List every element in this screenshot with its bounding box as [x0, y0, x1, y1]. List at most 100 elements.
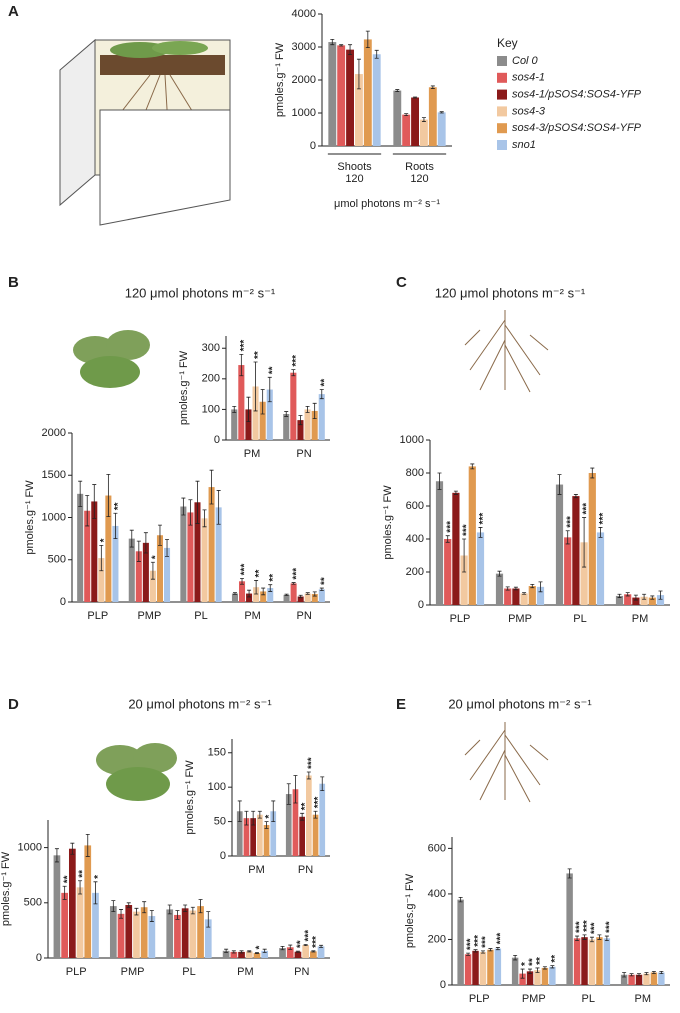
error-bar [300, 812, 305, 821]
bar [61, 892, 68, 958]
error-bar [305, 405, 310, 413]
legend-label: sos4-1/pSOS4:SOS4-YFP [512, 89, 642, 101]
y-tick-label: 1000 [42, 511, 66, 523]
bar [512, 588, 520, 605]
x-tick-label: PM [244, 610, 261, 622]
significance-label: *** [582, 920, 593, 932]
bar [319, 783, 326, 856]
x-tick-label: PMP [137, 610, 161, 622]
error-bar [650, 595, 655, 600]
y-tick-label: 100 [202, 403, 220, 415]
bar [312, 814, 319, 856]
bar [267, 588, 274, 602]
error-bar [637, 973, 642, 977]
error-bar [480, 950, 485, 954]
error-bar [224, 948, 229, 953]
chart-title: 20 μmol photons m⁻² s⁻¹ [448, 696, 592, 711]
error-bar [284, 593, 289, 596]
significance-label: ** [253, 351, 264, 359]
bar [468, 466, 476, 605]
bar [495, 573, 504, 605]
bar [260, 591, 267, 602]
error-bar [93, 881, 98, 905]
error-bar [286, 783, 291, 805]
bar [187, 512, 194, 602]
y-tick-label: 0 [214, 434, 220, 446]
y-tick-label: 100 [208, 781, 226, 793]
bar [346, 49, 354, 146]
error-bar [271, 800, 276, 822]
legend-swatch [497, 106, 507, 117]
y-tick-label: 200 [428, 933, 446, 945]
bar [519, 973, 526, 985]
bar [125, 905, 133, 958]
bar [355, 74, 363, 146]
significance-label: * [93, 875, 104, 879]
bar [573, 938, 581, 985]
legend-swatch [497, 72, 507, 83]
error-bar [232, 592, 237, 595]
bar [318, 394, 325, 440]
bar [91, 501, 98, 602]
y-tick-label: 600 [428, 842, 446, 854]
error-bar [565, 530, 570, 545]
significance-label: *** [575, 921, 586, 933]
bar [643, 973, 650, 985]
error-bar [206, 911, 211, 928]
y-tick-label: 200 [202, 373, 220, 385]
bar [76, 887, 84, 958]
y-tick-label: 0 [60, 596, 66, 608]
y-tick-label: 50 [214, 815, 226, 827]
error-bar [505, 586, 510, 591]
error-bar [538, 581, 543, 593]
bar [253, 587, 260, 602]
error-bar [167, 904, 172, 915]
y-axis-label: pmoles.g⁻¹ FW [404, 873, 416, 948]
error-bar [535, 967, 540, 973]
y-axis-label: pmoles.g⁻¹ FW [184, 760, 196, 835]
significance-label: ** [319, 577, 330, 585]
bar [549, 966, 556, 985]
bar [472, 950, 479, 985]
bar [245, 409, 252, 440]
bar [283, 594, 290, 602]
error-bar [413, 96, 418, 99]
error-bar [190, 906, 195, 915]
error-bar [582, 934, 587, 940]
significance-label: * [520, 962, 531, 966]
bar [304, 409, 311, 440]
significance-label: *** [291, 355, 302, 367]
bar [580, 542, 588, 605]
significance-label: ** [528, 958, 539, 966]
error-bar [195, 480, 200, 524]
bar [215, 507, 222, 602]
bar [460, 555, 468, 605]
bar [479, 951, 487, 985]
bar [166, 909, 174, 958]
bar [53, 855, 61, 958]
x-tick-label: PLP [450, 613, 471, 625]
bar [302, 945, 310, 958]
bar [437, 112, 446, 146]
bar [635, 974, 643, 985]
bar [648, 597, 656, 605]
x-tick-label: PMP [508, 613, 532, 625]
bar [236, 811, 243, 856]
error-bar [254, 580, 259, 595]
bar [230, 951, 238, 958]
bar [444, 539, 452, 605]
bar [238, 365, 245, 440]
error-bar [143, 532, 148, 554]
significance-label: *** [462, 524, 473, 536]
bar [536, 586, 545, 605]
x-tick-label: PL [182, 966, 195, 978]
error-bar [598, 527, 603, 538]
bar [464, 954, 472, 985]
bar [117, 913, 125, 958]
legend-swatch [497, 140, 507, 150]
error-bar [150, 561, 155, 580]
bar [311, 593, 318, 602]
bar [250, 818, 256, 856]
y-tick-label: 400 [428, 888, 446, 900]
